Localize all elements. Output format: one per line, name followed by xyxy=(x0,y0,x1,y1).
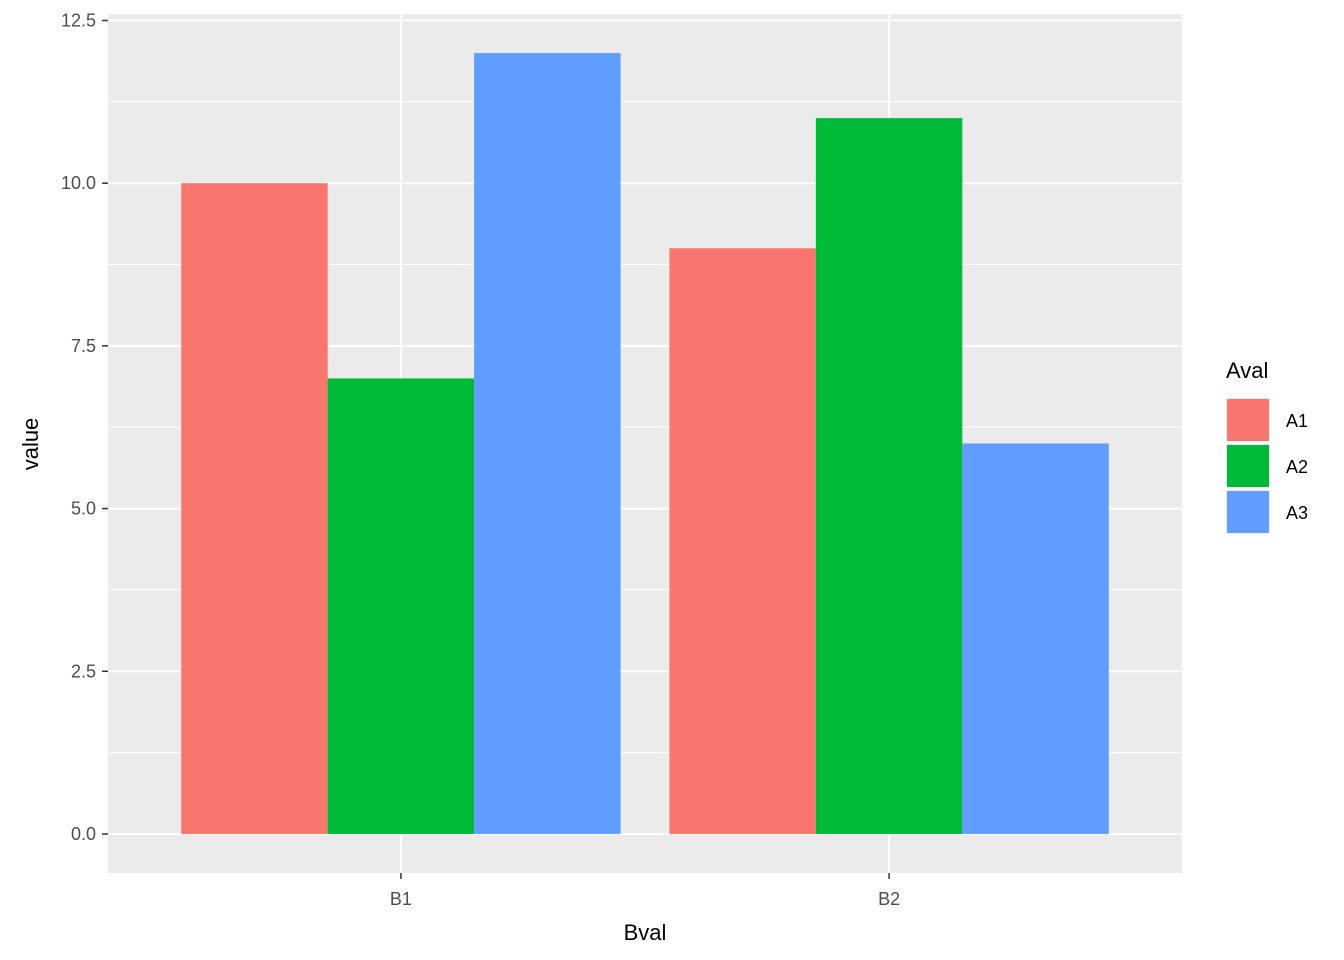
y-tick-label: 12.5 xyxy=(61,11,96,31)
y-axis-title: value xyxy=(18,418,43,471)
legend-swatch-a2 xyxy=(1227,445,1269,487)
bar-b1-a1 xyxy=(181,183,328,834)
legend-swatch-a1 xyxy=(1227,399,1269,441)
y-tick-label: 2.5 xyxy=(71,661,96,681)
x-tick-label: B1 xyxy=(390,889,412,909)
x-tick-label: B2 xyxy=(878,889,900,909)
x-axis: B1 B2 xyxy=(390,873,900,909)
x-axis-title: Bval xyxy=(624,920,667,945)
legend: Aval A1 A2 A3 xyxy=(1226,358,1308,534)
y-axis: 0.0 2.5 5.0 7.5 10.0 12.5 xyxy=(61,11,108,844)
y-tick-label: 10.0 xyxy=(61,173,96,193)
bar-b2-a1 xyxy=(669,248,816,834)
y-tick-label: 0.0 xyxy=(71,824,96,844)
y-tick-label: 7.5 xyxy=(71,336,96,356)
legend-label-a2: A2 xyxy=(1286,457,1308,477)
legend-swatch-a3 xyxy=(1227,491,1269,533)
legend-label-a1: A1 xyxy=(1286,411,1308,431)
bar-b2-a3 xyxy=(962,443,1109,834)
y-tick-label: 5.0 xyxy=(71,499,96,519)
legend-title: Aval xyxy=(1226,358,1268,383)
bar-b2-a2 xyxy=(815,118,963,834)
legend-label-a3: A3 xyxy=(1286,503,1308,523)
bar-b1-a3 xyxy=(474,53,621,834)
bar-b1-a2 xyxy=(327,378,475,834)
bars xyxy=(181,53,1109,834)
